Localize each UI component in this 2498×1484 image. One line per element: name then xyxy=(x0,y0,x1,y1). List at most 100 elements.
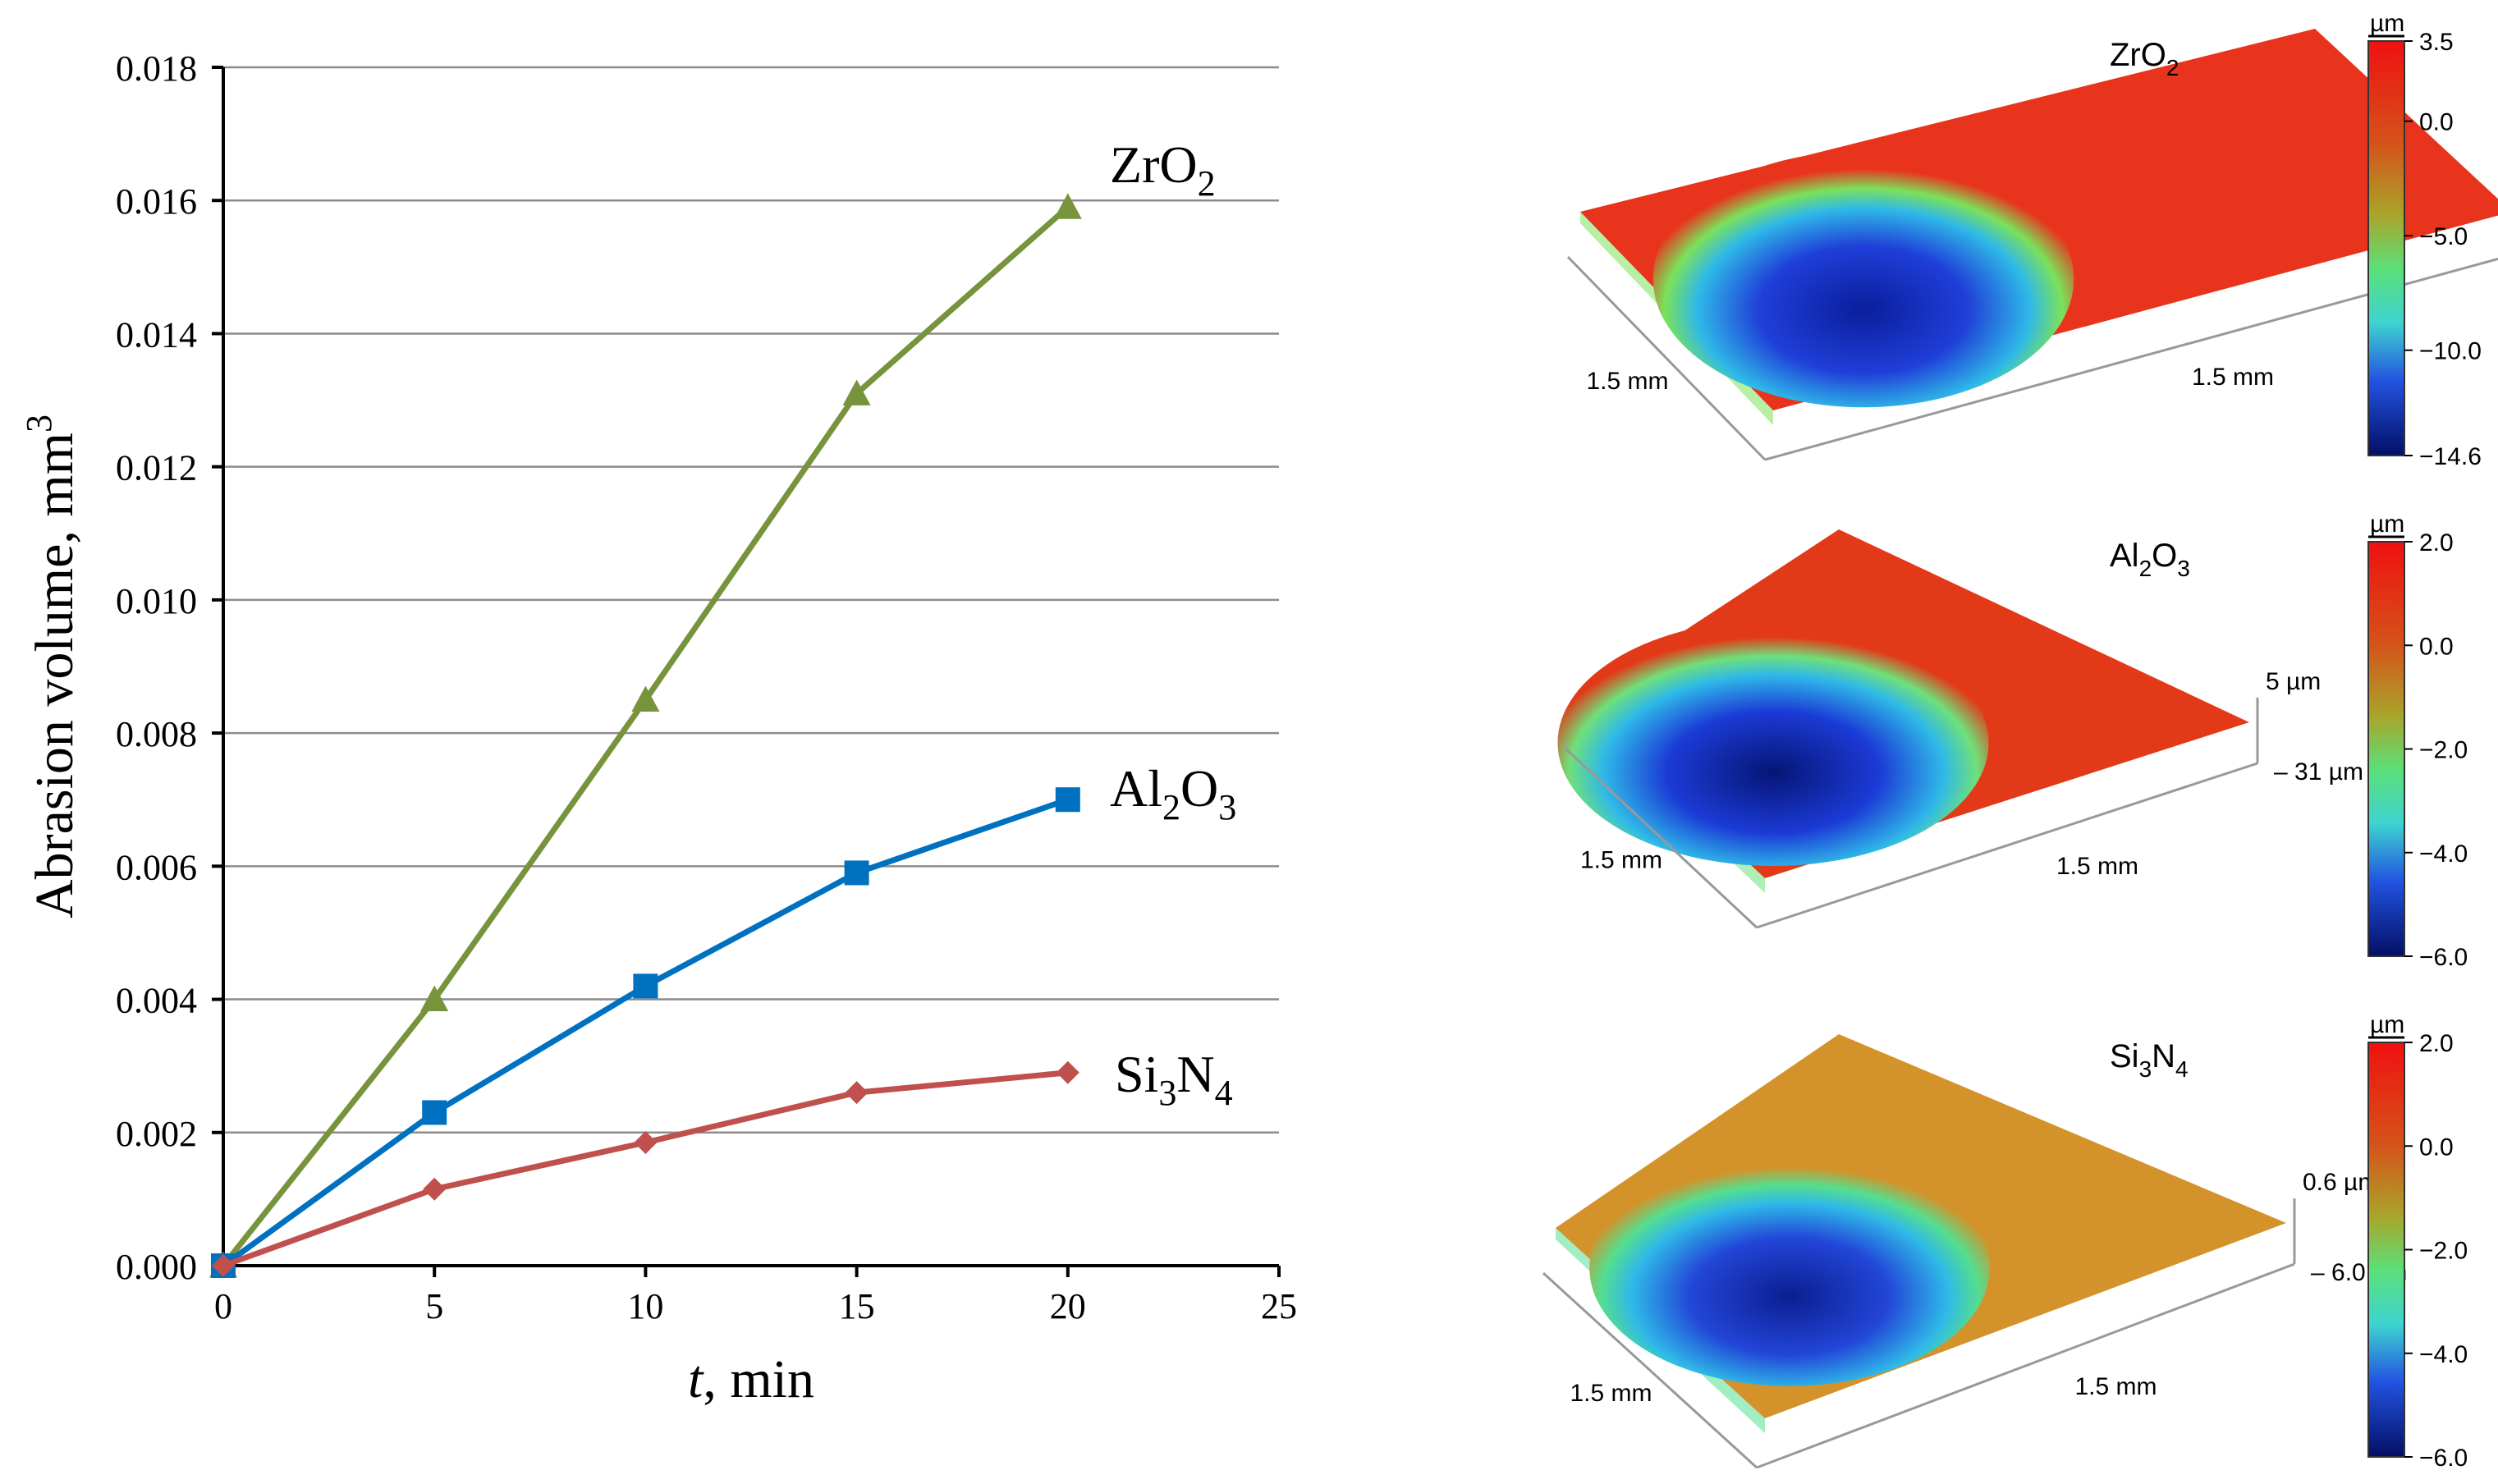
series-label-sub: 2 xyxy=(1198,163,1216,204)
colorbar-tick-label: −10.0 xyxy=(2419,338,2482,365)
series-label-main: Al xyxy=(1110,759,1162,818)
data-point-triangle xyxy=(631,685,660,712)
series-ZrO2 xyxy=(209,193,1082,1278)
y-tick-label: 0.018 xyxy=(116,48,197,89)
series-label-main: ZrO xyxy=(1110,135,1198,194)
x-tick-labels: 0 5 10 15 20 25 xyxy=(214,1286,1297,1326)
series-label-Si3N4: Si3N4 xyxy=(1115,1045,1233,1113)
axis-left-label: 1.5 mm xyxy=(1580,847,1662,874)
map-title-main2: N xyxy=(2152,1038,2175,1074)
series-Si3N4 xyxy=(212,1060,1079,1277)
axis-left-line xyxy=(1562,745,1758,929)
series-label-sub2: 4 xyxy=(1215,1073,1233,1113)
colorbar-unit: µm xyxy=(2370,10,2404,37)
axis-right-label: 1.5 mm xyxy=(2192,364,2274,391)
surface-maps-panel: 1.5 mm 1.5 mmZrO2µm3.50.0−5.0−10.0−14.61.… xyxy=(1542,10,2498,1472)
axis-left-label: 1.5 mm xyxy=(1570,1380,1652,1407)
data-point-triangle xyxy=(842,379,871,405)
colorbar-tick-label: −6.0 xyxy=(2419,1445,2468,1472)
colorbar xyxy=(2367,541,2405,957)
series-label-sub2: 3 xyxy=(1218,787,1236,827)
data-point-diamond xyxy=(845,1081,869,1105)
map-title-sub2: 4 xyxy=(2175,1056,2189,1082)
map-title-main: Si xyxy=(2110,1038,2139,1074)
series-line-ZrO2 xyxy=(221,204,1070,1268)
axis-left-line xyxy=(1566,255,1767,461)
map-title-sub: 3 xyxy=(2139,1056,2152,1082)
data-point-triangle xyxy=(420,985,449,1012)
colorbar-tick-label: 0.0 xyxy=(2419,633,2454,660)
colorbar-tick-label: −2.0 xyxy=(2419,1238,2468,1265)
series-label-ZrO2: ZrO2 xyxy=(1110,135,1216,204)
x-tick-label: 25 xyxy=(1261,1286,1297,1326)
wear-pit xyxy=(1557,620,1989,866)
data-point-diamond xyxy=(423,1177,447,1201)
x-axis-title: t, min xyxy=(688,1349,814,1409)
map-title: Si3N4 xyxy=(2110,1038,2189,1082)
colorbar-tick-label: −2.0 xyxy=(2419,737,2468,764)
axis-right-label: 1.5 mm xyxy=(2056,853,2138,880)
series-line-Al2O3 xyxy=(221,796,1069,1268)
data-point-diamond xyxy=(634,1130,658,1154)
y-axis-title-sup: 3 xyxy=(19,415,59,433)
x-tick-label: 5 xyxy=(425,1286,443,1326)
map-title: Al2O3 xyxy=(2110,538,2190,581)
wear-pit xyxy=(1652,150,2074,408)
y-axis-title-text: Abrasion volume, mm xyxy=(25,433,85,918)
colorbar-tick-label: 0.0 xyxy=(2419,1134,2454,1161)
map-title-main: ZrO xyxy=(2110,37,2166,73)
colorbar-tick-label: 2.0 xyxy=(2419,529,2454,556)
y-tick-label: 0.002 xyxy=(116,1114,197,1154)
series-label-main2: N xyxy=(1176,1045,1214,1103)
x-tick-label: 10 xyxy=(627,1286,663,1326)
x-tick-label: 15 xyxy=(839,1286,875,1326)
gridlines xyxy=(223,66,1279,1134)
data-point-diamond xyxy=(1056,1060,1079,1084)
data-point-square xyxy=(1055,787,1080,813)
colorbar-tick-label: −6.0 xyxy=(2419,944,2468,971)
map-title-sub2: 3 xyxy=(2177,556,2190,581)
data-series xyxy=(209,193,1082,1278)
map-title-main: Al xyxy=(2110,538,2139,574)
colorbar xyxy=(2367,40,2405,456)
axis-right-line xyxy=(1756,1262,2295,1469)
colorbar-unit: µm xyxy=(2370,1011,2404,1038)
y-axis-title: Abrasion volume, mm3 xyxy=(19,415,85,918)
wear-pit xyxy=(1589,1150,1990,1386)
series-label-sub: 2 xyxy=(1162,787,1180,827)
series-label-main2: O xyxy=(1180,759,1218,818)
y-tick-labels: 0.000 0.002 0.004 0.006 0.008 0.010 0.012 0.014… xyxy=(116,48,197,1287)
y-tick-label: 0.000 xyxy=(116,1247,197,1287)
colorbar-tick-label: −5.0 xyxy=(2419,223,2468,250)
surface-map-2: 1.5 mm 1.5 mm 5 µm – 31 µm Al2O3 µm 2.0 0.0 −2.0… xyxy=(1557,511,2468,971)
axis-left-line xyxy=(1542,1271,1758,1469)
data-point-square xyxy=(633,973,658,999)
colorbar-tick-label: 3.5 xyxy=(2419,29,2454,56)
surface-map-1: 1.5 mm 1.5 mm ZrO2 µm 3.5 0.0 −5.0 −10.0 −14.6 xyxy=(1566,10,2498,470)
data-point-square xyxy=(844,860,869,886)
axis-right-label: 1.5 mm xyxy=(2075,1373,2157,1400)
series-label-sub: 3 xyxy=(1158,1073,1176,1113)
colorbar-tick-label: 2.0 xyxy=(2419,1030,2454,1057)
x-axis-title-unit: , min xyxy=(703,1349,814,1409)
colorbar-tick-label: −4.0 xyxy=(2419,1341,2468,1368)
y-tick-label: 0.012 xyxy=(116,448,197,488)
colorbar-unit: µm xyxy=(2370,511,2404,538)
x-tick-label: 0 xyxy=(214,1286,232,1326)
axis-left-label: 1.5 mm xyxy=(1587,368,1669,395)
y-tick-label: 0.014 xyxy=(116,314,197,355)
z-top-label: 0.6 µm xyxy=(2303,1169,2378,1196)
data-point-diamond xyxy=(212,1254,235,1277)
map-title-sub: 2 xyxy=(2166,55,2179,80)
map-title-main2: O xyxy=(2152,538,2177,574)
x-tick-label: 20 xyxy=(1050,1286,1086,1326)
axis-right-line xyxy=(1756,762,2258,929)
colorbar-tick-label: −14.6 xyxy=(2419,443,2482,470)
map-title-sub: 2 xyxy=(2139,556,2152,581)
z-bottom-label: – 31 µm xyxy=(2274,758,2363,786)
colorbar-tick-label: 0.0 xyxy=(2419,109,2454,136)
series-Al2O3 xyxy=(211,787,1080,1278)
surface-map-3: 1.5 mm 1.5 mm0.6 µm– 6.0 µmSi3N4µm2.00.0−… xyxy=(1542,1011,2468,1472)
map-title: ZrO2 xyxy=(2110,37,2179,80)
